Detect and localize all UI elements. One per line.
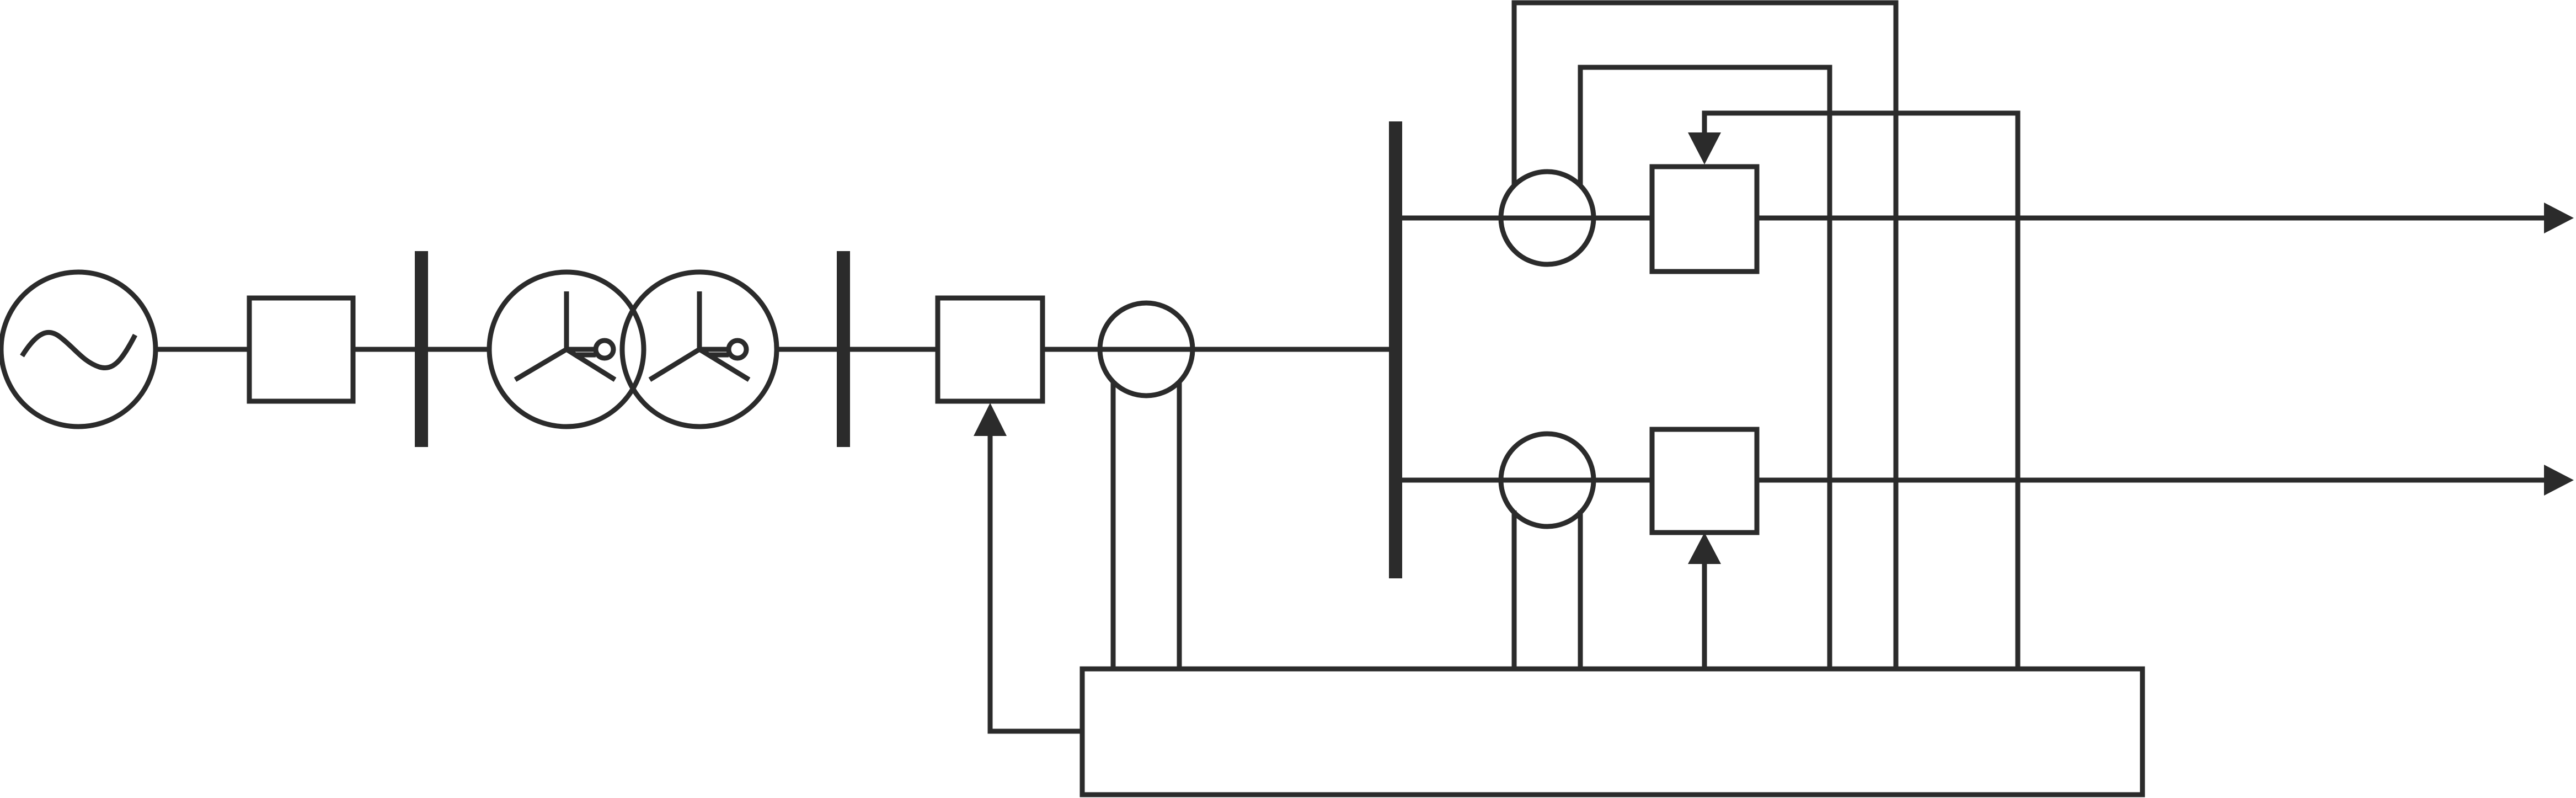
feeder-1-output-arrow [2544,203,2574,233]
feeder-2-output-arrow [2544,465,2574,496]
ac-source-icon [0,269,158,429]
feeder-1-breaker-control-arrow [1688,132,1721,164]
hv-bus [837,251,850,447]
main-distribution-bus [1389,121,1402,578]
generator-breaker [247,295,356,404]
feeder-2-current-transformer-icon [1498,431,1596,529]
main-breaker-control-arrow [974,403,1007,436]
feeder-1-breaker [1649,164,1760,274]
two-winding-wye-wye-transformer-icon [487,269,779,429]
controller-box [1079,666,2145,797]
main-current-transformer-icon [1097,300,1195,398]
feeder-2-breaker-control-arrow [1688,533,1721,564]
main-breaker [935,295,1045,404]
control-wiring [987,0,2021,734]
feeder-2-breaker [1649,427,1760,535]
generator-bus [415,251,428,447]
feeder-1-current-transformer-icon [1498,169,1596,267]
